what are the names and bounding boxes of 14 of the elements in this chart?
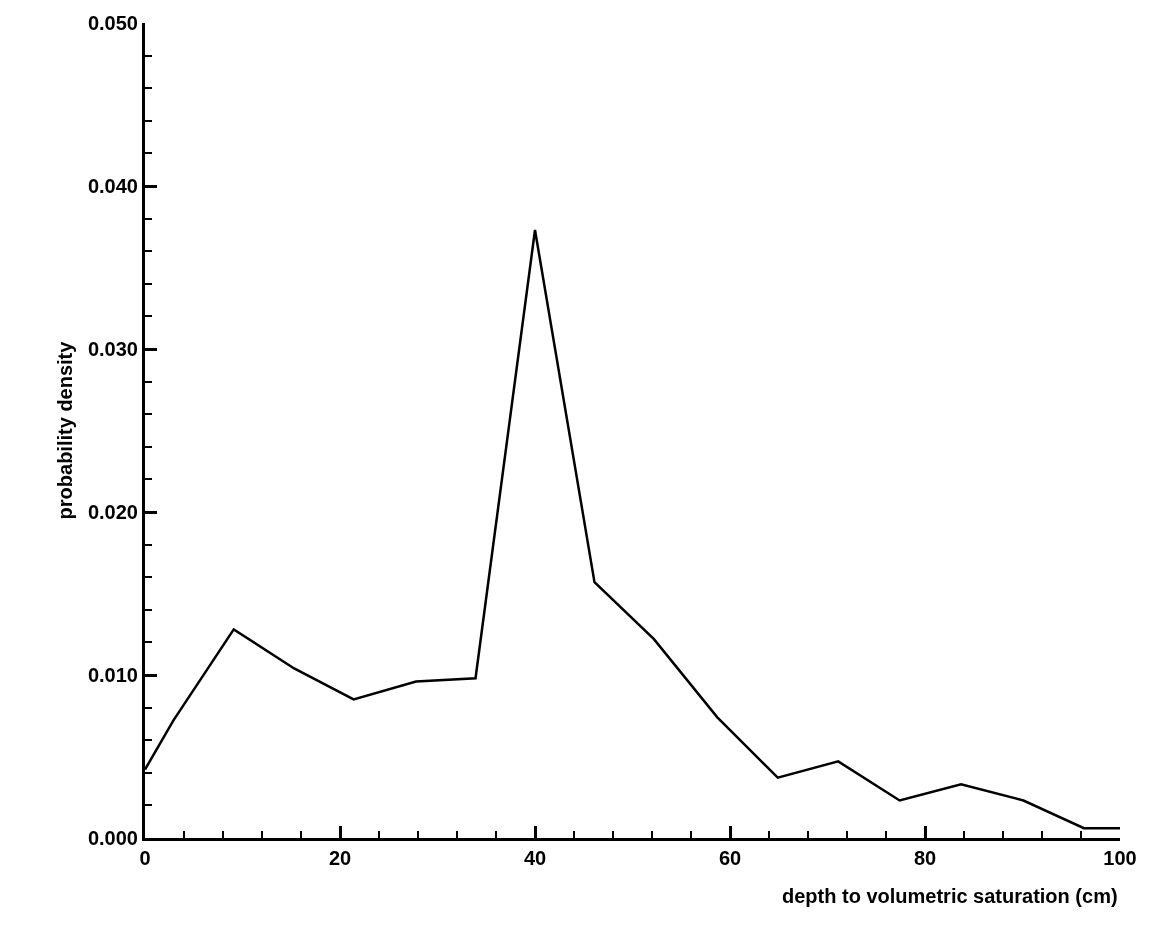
x-tick-label: 100 [1103, 847, 1137, 869]
y-axis-title: probability density [54, 340, 77, 520]
x-tick-label: 40 [523, 847, 547, 869]
y-tick-label: 0.020 [87, 501, 138, 523]
x-tick-label: 60 [718, 847, 742, 869]
y-tick-label: 0.050 [87, 12, 138, 34]
x-tick-label: 80 [913, 847, 937, 869]
x-tick-label: 20 [328, 847, 352, 869]
y-tick-label: 0.000 [87, 827, 138, 849]
y-tick-label: 0.040 [87, 175, 138, 197]
x-axis-title: depth to volumetric saturation (cm) [782, 885, 1118, 907]
y-tick-label: 0.030 [87, 338, 138, 360]
y-tick-label: 0.010 [87, 664, 138, 686]
x-tick-label: 0 [139, 847, 151, 869]
